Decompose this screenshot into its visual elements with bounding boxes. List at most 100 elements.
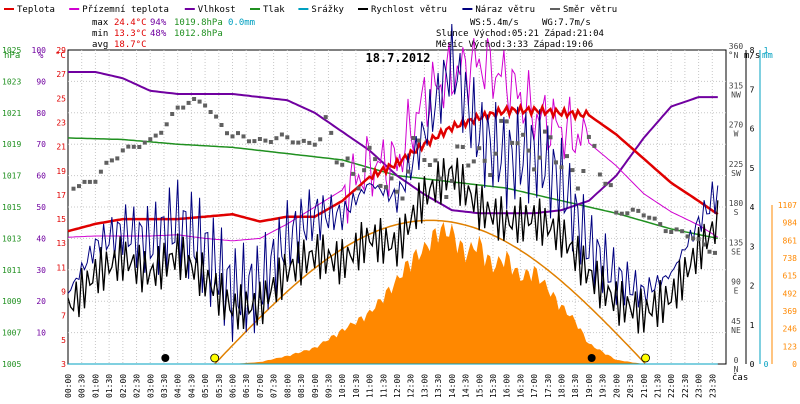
stat-max-label: max — [92, 18, 109, 28]
wind-direction-point — [296, 140, 301, 145]
wind-direction-point — [702, 242, 707, 247]
wind-direction-point — [219, 123, 224, 127]
wind-direction-point — [515, 141, 520, 146]
wind-tick-label: 1 — [750, 321, 755, 330]
wind-direction-point — [98, 169, 103, 174]
wind-direction-point — [82, 179, 87, 184]
wind-direction-point — [438, 176, 443, 181]
x-tick-label: 08:30 — [297, 374, 306, 398]
direction-tick-degrees: 90 — [731, 278, 741, 287]
wind-tick-label: 8 — [750, 46, 755, 55]
humidity-tick-label: 50 — [36, 203, 46, 212]
series-lines — [67, 23, 719, 365]
wind-direction-point — [416, 138, 421, 143]
wind-direction-point — [444, 195, 449, 199]
wind-direction-point — [493, 151, 498, 156]
temperature-tick-label: 17 — [56, 191, 66, 200]
wind-direction-point — [159, 130, 164, 135]
x-tick-label: 12:30 — [407, 374, 416, 398]
temperature-tick-label: 25 — [56, 94, 66, 103]
pressure-tick-label: 1017 — [2, 172, 21, 181]
direction-tick-compass: N — [734, 51, 739, 60]
wind-direction-point — [120, 148, 125, 153]
wind-direction-point — [669, 230, 674, 234]
wind-direction-point — [455, 144, 460, 149]
sunset-marker — [641, 353, 650, 363]
legend-label: Náraz větru — [475, 5, 535, 15]
wind-direction-point — [707, 249, 712, 254]
sunrise-marker — [210, 353, 220, 363]
wind-direction-point — [575, 186, 580, 191]
wind-direction-point — [356, 186, 361, 191]
x-tick-label: 05:00 — [201, 374, 210, 398]
temperature-tick-label: 23 — [56, 118, 66, 127]
wind-direction-point — [411, 136, 416, 140]
unit-ms: m/s — [744, 51, 760, 61]
solar-tick-label: 246 — [783, 325, 798, 334]
axes: 00:00 00:30 01:00 01:30 02:00 02:30 03:00 03:30… — [2, 42, 797, 398]
wind-direction-point — [581, 169, 586, 173]
pressure-tick-label: 1019 — [2, 140, 21, 149]
x-tick-label: 02:30 — [133, 374, 142, 398]
x-tick-label: 03:30 — [160, 374, 169, 398]
wind-direction-point — [559, 165, 564, 170]
x-tick-label: 06:30 — [242, 374, 251, 398]
legend-label: Tlak — [263, 5, 285, 15]
wind-direction-point — [247, 139, 251, 144]
wind-direction-point — [592, 143, 597, 148]
wind-direction-point — [175, 105, 180, 110]
wind-direction-point — [214, 114, 219, 119]
wind-direction-point — [93, 179, 98, 184]
wind-direction-point — [241, 134, 246, 139]
wind-direction-point — [131, 144, 136, 149]
wind-direction-point — [126, 144, 131, 149]
wind-direction-point — [153, 133, 158, 138]
x-tick-label: 01:00 — [91, 374, 100, 398]
direction-tick-degrees: 315 — [729, 81, 744, 90]
solar-radiation-area — [232, 221, 644, 364]
wind-direction-point — [186, 100, 191, 105]
wind-direction-point — [499, 118, 504, 123]
solar-tick-label: 369 — [783, 307, 798, 316]
header: Teplota Přízemní teplota Vlhkost Tlak Srážky… — [4, 5, 617, 65]
x-tick-label: 19:30 — [599, 374, 608, 398]
temperature-tick-label: 13 — [56, 239, 66, 248]
wind-direction-point — [285, 135, 290, 140]
x-tick-label: 04:30 — [187, 374, 196, 398]
wind-direction-point — [164, 122, 169, 127]
x-tick-label: 11:00 — [366, 374, 375, 398]
unit-mm: mm — [762, 51, 773, 61]
solar-tick-label: 861 — [783, 236, 798, 245]
solar-tick-label: 0 — [792, 360, 797, 369]
x-tick-label: 22:30 — [681, 374, 690, 398]
solar-tick-label: 492 — [783, 289, 798, 298]
stat-min-label: min — [92, 29, 108, 39]
humidity-tick-label: 70 — [36, 140, 46, 149]
solar-tick-label: 738 — [783, 254, 798, 263]
solar-tick-label: 1107 — [778, 201, 797, 210]
wind-direction-point — [614, 210, 619, 215]
stat-avg-label: avg — [92, 40, 108, 50]
wind-speed-line — [67, 157, 719, 334]
wind-direction-point — [373, 157, 378, 162]
x-tick-label: 02:00 — [119, 374, 128, 398]
wind-direction-point — [367, 145, 372, 150]
wind-gust-line — [67, 23, 719, 342]
unit-hpa: hPa — [4, 51, 20, 61]
ground-temperature-line — [67, 38, 719, 242]
solar-theoretical-curve — [214, 219, 646, 365]
wind-direction-point — [378, 183, 383, 188]
wind-direction-point — [603, 181, 608, 186]
x-tick-label: 16:30 — [516, 374, 525, 398]
wind-direction-point — [504, 119, 509, 124]
wind-direction-point — [658, 222, 663, 227]
temperature-tick-label: 7 — [61, 312, 66, 321]
wind-direction-point — [427, 163, 432, 167]
x-tick-label: 22:00 — [667, 374, 676, 398]
wind-direction-point — [663, 229, 668, 234]
wind-direction-point — [115, 156, 120, 161]
wind-direction-point — [87, 179, 92, 184]
wind-direction-point — [230, 134, 235, 139]
wind-direction-point — [334, 160, 339, 165]
